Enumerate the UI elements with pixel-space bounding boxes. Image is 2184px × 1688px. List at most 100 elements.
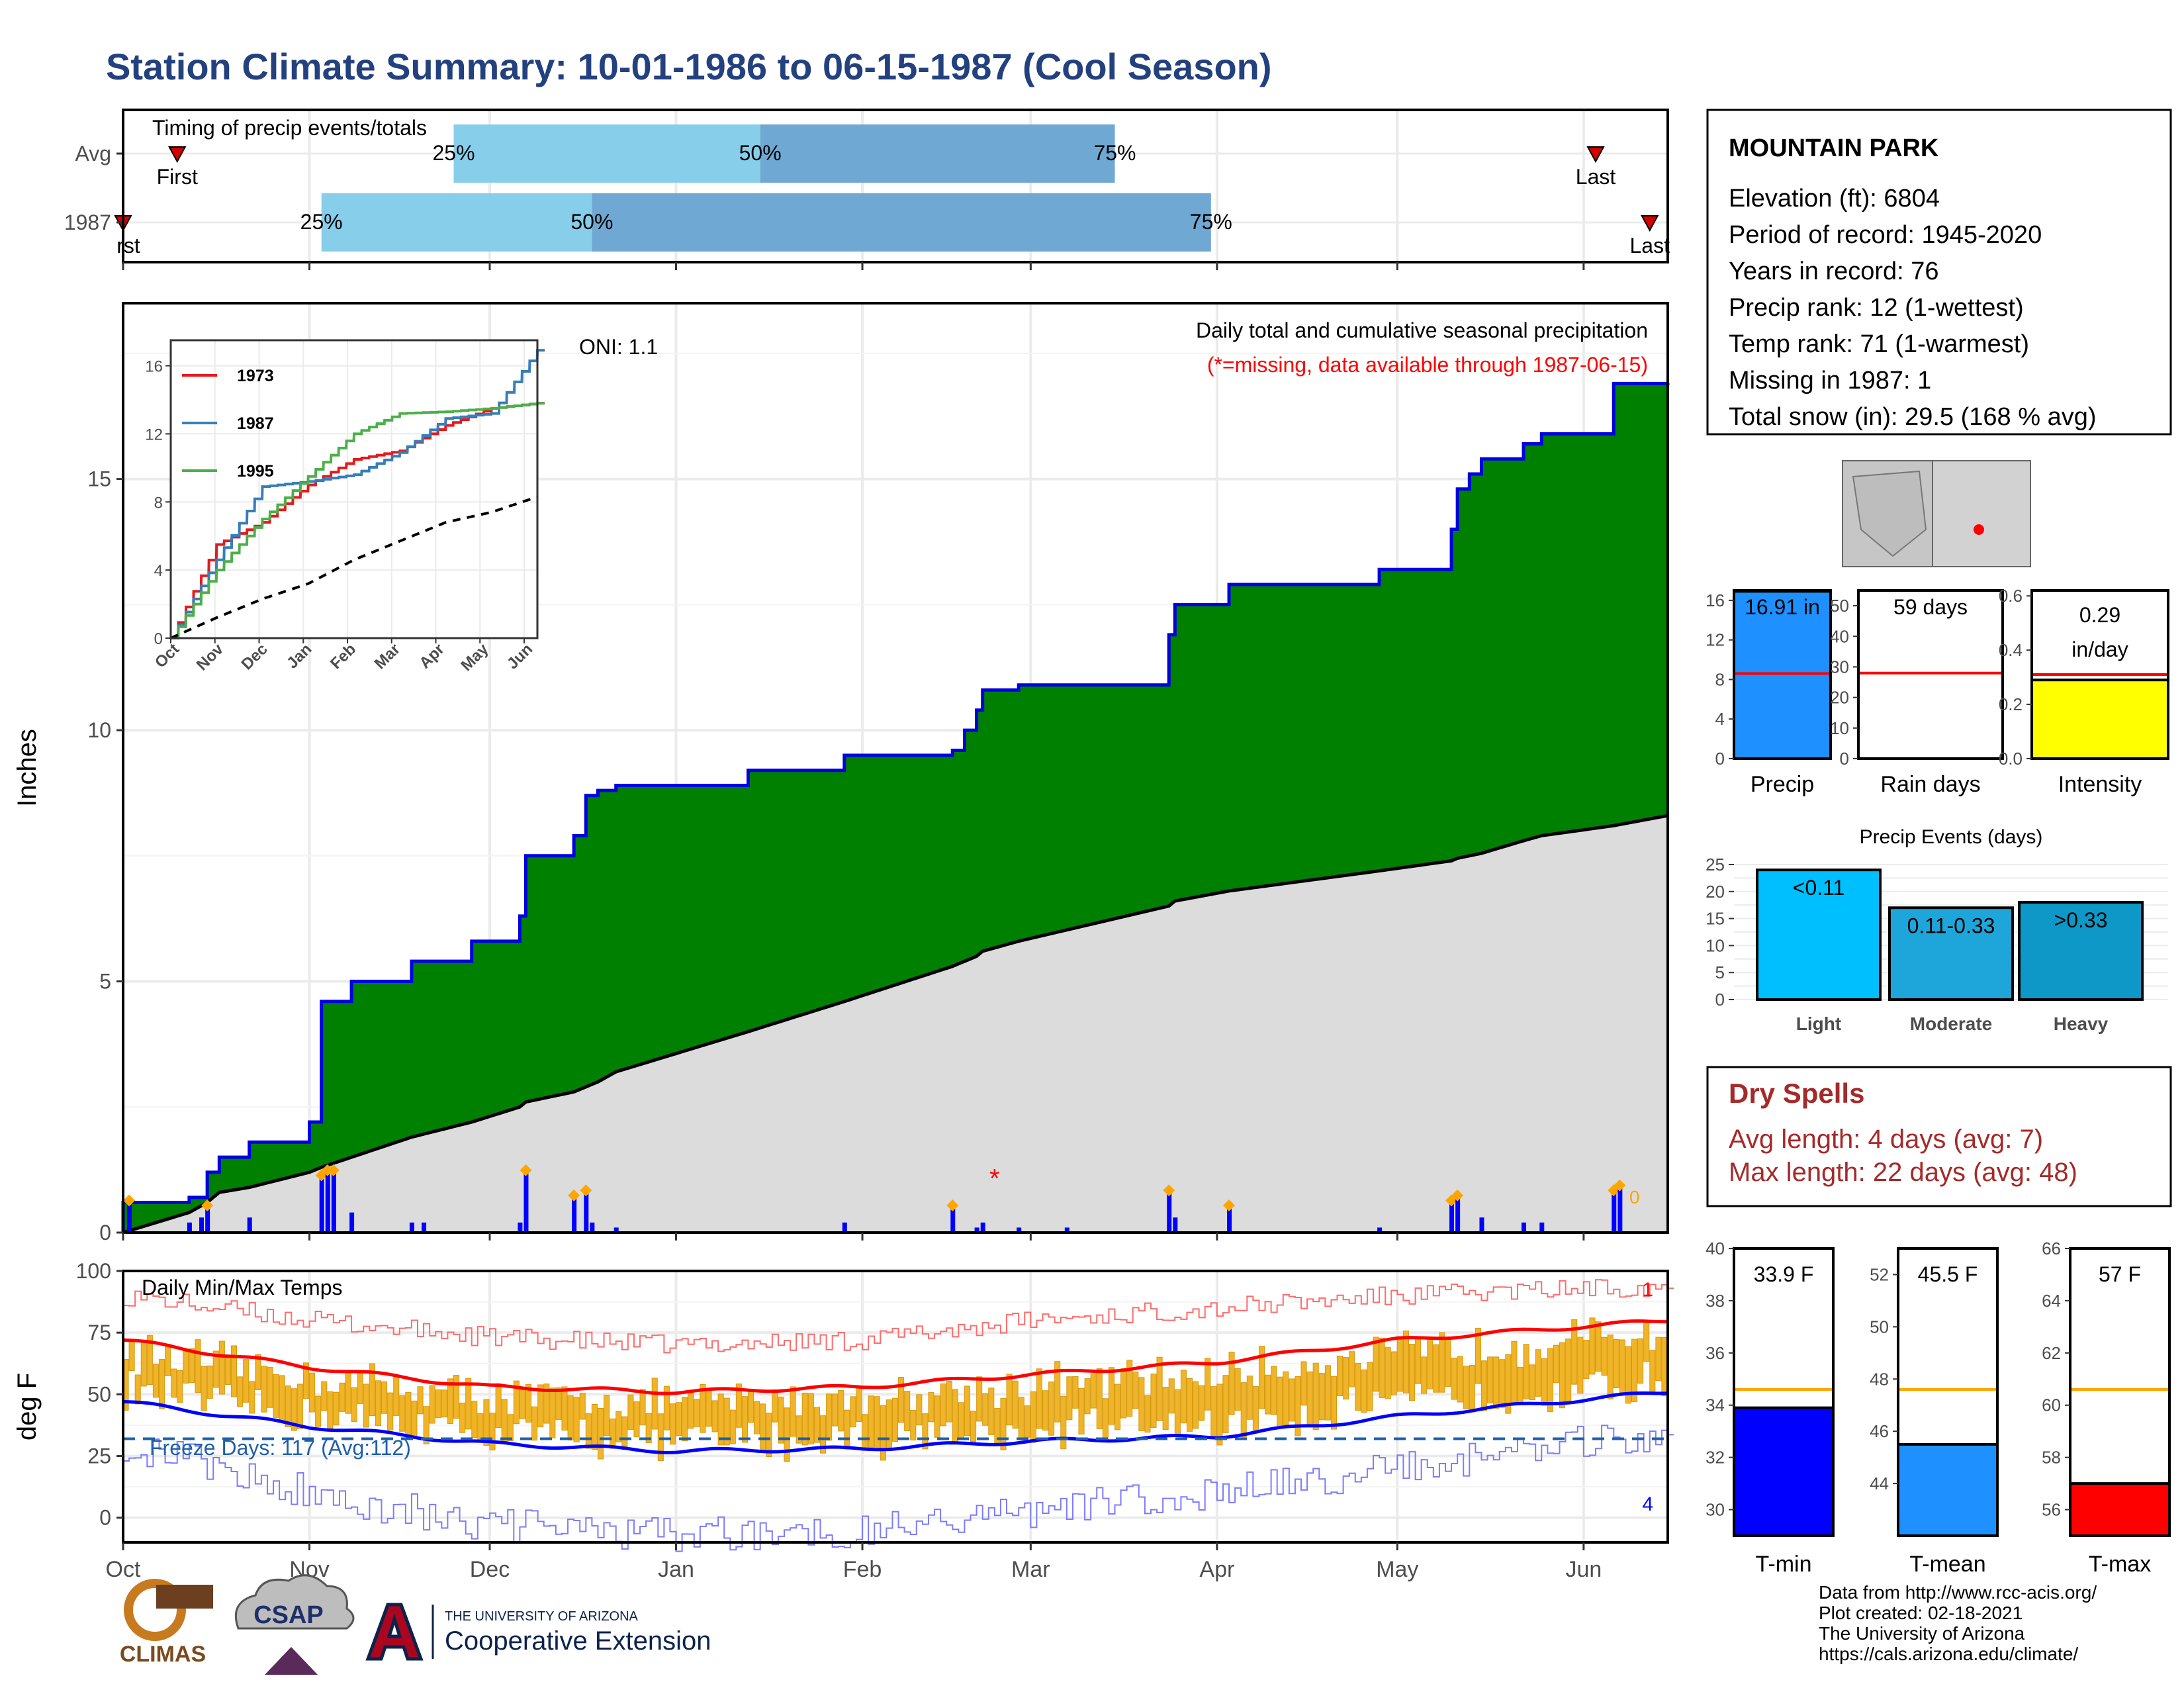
daily-temp-bar xyxy=(1000,1397,1007,1450)
daily-temp-bar xyxy=(964,1385,971,1436)
daily-temp-bar xyxy=(735,1383,742,1428)
average-precip-area xyxy=(123,816,1668,1233)
daily-temp-bar xyxy=(1174,1389,1181,1437)
temp-stat-value: 57 F xyxy=(2099,1262,2141,1286)
stat-panel-precip: 16.91 in 0 4 8 12 16 Precip xyxy=(1706,589,1832,797)
inset-ytick-label: 0 xyxy=(154,630,163,648)
daily-temp-bar xyxy=(224,1355,231,1385)
daily-temp-bar xyxy=(567,1395,574,1441)
daily-temp-bar xyxy=(610,1418,616,1449)
inset-series-line xyxy=(171,402,545,639)
daily-precip-bar xyxy=(409,1222,414,1233)
stat-ytick-label: 16 xyxy=(1706,590,1725,610)
inset-ytick-label: 4 xyxy=(154,562,163,580)
temp-stat-ytick-label: 32 xyxy=(1706,1448,1725,1468)
daily-temp-bar xyxy=(249,1381,255,1414)
daily-temp-bar xyxy=(868,1395,874,1448)
daily-temp-bar xyxy=(597,1407,604,1460)
temp-ylabel: deg F xyxy=(13,1373,42,1440)
stat-label: Rain days xyxy=(1880,772,1980,797)
month-label: Jan xyxy=(658,1557,694,1582)
precip-ytick-label: 15 xyxy=(87,467,111,491)
temp-stat-ytick-label: 30 xyxy=(1706,1500,1725,1520)
events-ytick-label: 0 xyxy=(1715,990,1725,1009)
timing-pct-label: 25% xyxy=(432,141,475,165)
daily-temp-bar xyxy=(561,1386,568,1431)
daily-temp-bar xyxy=(807,1393,814,1444)
daily-temp-bar xyxy=(573,1397,580,1442)
daily-temp-bar xyxy=(976,1376,983,1422)
daily-temp-bar xyxy=(255,1354,261,1390)
temp-stat-border xyxy=(1897,1247,1999,1537)
daily-temp-bar xyxy=(645,1413,652,1444)
daily-temp-bar xyxy=(1343,1357,1349,1400)
daily-temp-bar xyxy=(459,1402,466,1433)
daily-temp-bar xyxy=(1649,1350,1656,1393)
daily-temp-bar xyxy=(591,1403,598,1450)
daily-temp-bar xyxy=(1258,1346,1265,1409)
timing-panel-border xyxy=(122,109,1669,263)
daily-temp-bar xyxy=(315,1395,322,1427)
daily-temp-bar xyxy=(351,1387,357,1423)
daily-temp-bar xyxy=(796,1415,802,1444)
daily-temp-bar xyxy=(838,1390,844,1432)
temp-stat-label: T-max xyxy=(2089,1552,2151,1577)
events-ytick-label: 25 xyxy=(1706,855,1725,874)
daily-temp-bar xyxy=(856,1387,862,1422)
daily-temp-bar xyxy=(832,1393,839,1427)
inset-series-line xyxy=(171,349,545,639)
daily-precip-bar xyxy=(422,1222,427,1233)
temp-stat-ytick-label: 56 xyxy=(2042,1500,2061,1520)
daily-temp-bar xyxy=(1271,1366,1277,1415)
daily-temp-bar xyxy=(729,1409,736,1444)
daily-temp-bar xyxy=(1114,1383,1121,1430)
daily-temp-bar xyxy=(1295,1376,1301,1436)
precip-ylabel: Inches xyxy=(13,729,42,807)
daily-temp-bar xyxy=(1451,1358,1457,1400)
temp-stat-ytick-label: 58 xyxy=(2042,1448,2061,1468)
daily-temp-bar xyxy=(1066,1376,1073,1421)
event-bar xyxy=(1756,868,1882,1002)
daily-temp-bar xyxy=(206,1365,213,1399)
daily-temp-bar xyxy=(1102,1398,1109,1441)
daily-temp-bar xyxy=(1240,1382,1247,1438)
daily-temp-bar xyxy=(1408,1344,1416,1401)
daily-temp-bar xyxy=(1306,1371,1313,1427)
daily-temp-bar xyxy=(585,1413,592,1449)
daily-temp-bar xyxy=(747,1390,754,1423)
footer-line: Data from http://www.rcc-acis.org/ xyxy=(1819,1582,2097,1603)
inset-border xyxy=(169,339,539,639)
daily-temp-bar xyxy=(327,1391,334,1430)
daily-temp-bar xyxy=(982,1393,989,1426)
timing-last-label: Last xyxy=(1576,165,1616,189)
station-location-marker xyxy=(1974,524,1984,535)
events-title: Precip Events (days) xyxy=(1860,826,2043,848)
daily-temp-bar xyxy=(381,1381,388,1414)
daily-temp-bar xyxy=(507,1414,514,1442)
temp-stat-ytick-label: 44 xyxy=(1870,1474,1889,1493)
daily-temp-bar xyxy=(952,1389,958,1442)
daily-temp-bar xyxy=(363,1383,369,1428)
daily-temp-bar xyxy=(1493,1356,1500,1409)
daily-precip-bar xyxy=(199,1217,205,1233)
daily-temp-bar xyxy=(1433,1344,1439,1393)
station-info-line: Elevation (ft): 6804 xyxy=(1729,185,1940,212)
daily-temp-bar xyxy=(813,1407,820,1443)
daily-temp-bar xyxy=(309,1372,316,1413)
daily-precip-bar xyxy=(1017,1227,1022,1233)
temp-stat-ytick-label: 34 xyxy=(1706,1395,1725,1415)
station-info-line: Total snow (in): 29.5 (168 % avg) xyxy=(1729,403,2097,431)
daily-precip-bar xyxy=(1173,1217,1178,1233)
avg-max-line xyxy=(122,1319,1668,1395)
timing-last-label: Last xyxy=(1630,234,1670,258)
events-ytick-label: 5 xyxy=(1715,962,1725,982)
daily-temp-bar xyxy=(682,1397,688,1442)
snow-marker xyxy=(580,1184,592,1197)
daily-temp-bar xyxy=(1367,1362,1373,1411)
daily-temp-bar xyxy=(261,1366,267,1413)
daily-precip-bar xyxy=(572,1197,577,1233)
daily-temp-bar xyxy=(688,1393,694,1429)
snow-marker xyxy=(568,1189,580,1201)
daily-precip-bar xyxy=(1455,1197,1461,1233)
events-ytick-label: 20 xyxy=(1706,882,1725,902)
